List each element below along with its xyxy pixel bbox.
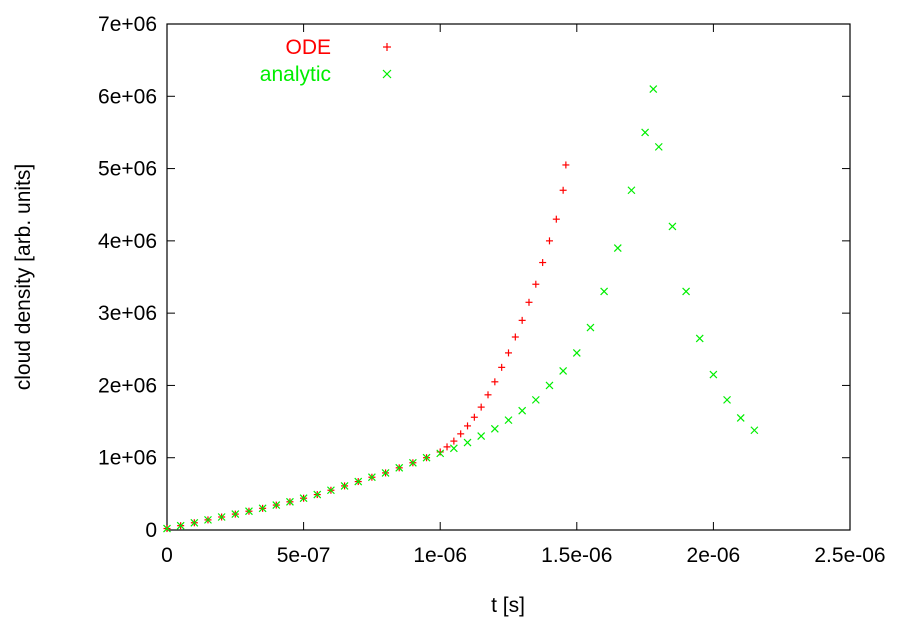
analytic-point	[600, 287, 609, 296]
analytic-point	[695, 334, 704, 343]
x-tick-label: 1.5e-06	[541, 544, 612, 567]
legend: ODE analytic	[260, 36, 392, 86]
analytic-point	[163, 524, 171, 533]
ODE-point	[539, 259, 547, 267]
analytic-point	[354, 477, 363, 486]
analytic-point	[204, 515, 212, 524]
y-tick-label: 3e+06	[98, 302, 157, 325]
x-tick-label: 2e-06	[687, 544, 741, 567]
ODE-point	[552, 215, 560, 223]
y-tick-label: 1e+06	[98, 447, 157, 470]
ODE-point	[450, 437, 458, 445]
analytic-point	[258, 504, 267, 513]
analytic-point	[408, 458, 417, 467]
ODE-point	[436, 448, 444, 456]
analytic-point	[313, 490, 322, 499]
y-axis-label: cloud density [arb. units]	[12, 164, 35, 390]
ODE-point	[532, 280, 540, 288]
series-ODE	[163, 161, 570, 533]
series-analytic	[163, 85, 759, 533]
analytic-point	[190, 518, 199, 527]
analytic-point	[490, 424, 499, 433]
x-tick-label: 5e-07	[277, 544, 331, 567]
analytic-point	[709, 370, 718, 379]
ODE-point	[505, 349, 512, 357]
analytic-point	[326, 486, 335, 495]
analytic-point	[231, 510, 240, 519]
analytic-point	[750, 426, 759, 435]
analytic-point	[367, 473, 376, 482]
analytic-point	[545, 381, 554, 390]
analytic-point	[422, 453, 431, 462]
ODE-point	[525, 298, 533, 306]
x-axis-label: t [s]	[491, 594, 525, 617]
y-tick-label: 2e+06	[98, 374, 157, 397]
analytic-point	[641, 128, 650, 137]
ODE-point	[464, 422, 472, 430]
y-tick-label: 5e+06	[98, 158, 157, 181]
ODE-point	[443, 443, 451, 451]
analytic-point	[504, 416, 513, 425]
ODE-point	[498, 363, 506, 371]
analytic-point	[217, 513, 226, 521]
ODE-point	[470, 413, 478, 421]
analytic-point	[436, 449, 445, 458]
legend-marker-ODE	[383, 43, 391, 51]
ODE-point	[491, 378, 499, 386]
analytic-point	[463, 438, 472, 447]
analytic-point	[176, 521, 185, 530]
analytic-point	[381, 468, 390, 477]
ODE-point	[484, 391, 492, 399]
analytic-point	[654, 142, 663, 151]
analytic-point	[299, 494, 308, 503]
analytic-point	[518, 406, 527, 415]
data-series	[163, 85, 759, 533]
analytic-point	[286, 497, 294, 506]
axis-tick-labels: 0 5e-07 1e-06 1.5e-06 2e-06 2.5e-06 0 1e+06 2e+0…	[98, 13, 886, 567]
analytic-point	[395, 463, 404, 472]
y-tick-label: 4e+06	[98, 230, 157, 253]
analytic-point	[340, 481, 349, 490]
ODE-point	[477, 403, 485, 411]
x-tick-label: 1e-06	[413, 544, 467, 567]
analytic-point	[586, 323, 595, 332]
y-tick-label: 7e+06	[98, 13, 157, 36]
analytic-point	[649, 85, 658, 93]
ODE-point	[545, 237, 553, 245]
x-tick-label: 0	[161, 544, 173, 567]
analytic-point	[245, 507, 253, 516]
y-tick-label: 0	[145, 519, 157, 542]
analytic-point	[477, 432, 486, 440]
analytic-point	[572, 348, 581, 357]
y-tick-label: 6e+06	[98, 85, 157, 108]
legend-label-ODE: ODE	[285, 36, 331, 59]
x-tick-label: 2.5e-06	[814, 544, 885, 567]
axis-ticks	[166, 23, 851, 531]
analytic-point	[723, 395, 731, 404]
analytic-point	[613, 244, 622, 253]
analytic-point	[682, 287, 691, 296]
ODE-point	[518, 316, 526, 324]
analytic-point	[272, 501, 281, 509]
analytic-point	[627, 186, 636, 195]
ODE-point	[511, 333, 519, 341]
analytic-point	[449, 444, 458, 453]
analytic-point	[559, 367, 568, 375]
ODE-point	[562, 161, 570, 169]
ODE-point	[559, 186, 567, 194]
plot-frame	[166, 23, 851, 531]
analytic-point	[736, 414, 745, 422]
analytic-point	[668, 222, 677, 231]
legend-marker-analytic	[382, 69, 392, 79]
analytic-point	[531, 395, 540, 404]
ODE-point	[457, 430, 465, 438]
legend-label-analytic: analytic	[260, 63, 331, 86]
